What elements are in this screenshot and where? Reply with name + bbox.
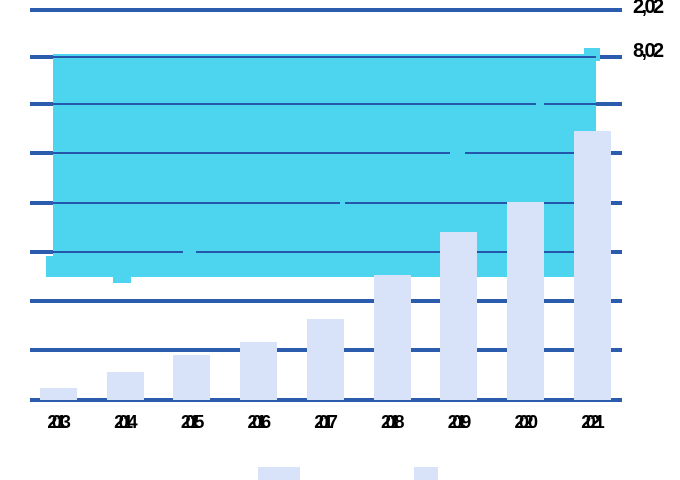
gridline-gap (183, 250, 196, 254)
gridline (30, 299, 622, 303)
bar-2019 (440, 232, 478, 401)
legend-swatch-fragment (414, 467, 438, 480)
legend-swatch-fragment (258, 467, 300, 480)
gridline-gap (450, 151, 465, 155)
cyan-fragment (584, 48, 600, 61)
x-tick-label-2016: 2016 (247, 412, 272, 432)
bar-2013 (39, 388, 77, 401)
data-label-cyan-top: 8,02 (633, 43, 664, 60)
bar-2014 (106, 372, 144, 401)
x-tick-label-2019: 2019 (447, 412, 472, 432)
bar-2021 (573, 130, 611, 401)
gridline (30, 8, 622, 12)
cyan-gridline (53, 202, 596, 204)
x-tick-label-2021: 2021 (581, 412, 605, 432)
bar-2020 (507, 201, 544, 401)
bar-2018 (373, 275, 411, 401)
x-tick-label-2017: 2017 (314, 412, 338, 432)
bar-2017 (306, 319, 344, 401)
x-tick-label-2013: 2013 (47, 412, 71, 432)
x-tick-label-2020: 2020 (514, 412, 538, 432)
cyan-gridline (53, 56, 596, 58)
bar-2015 (173, 355, 211, 401)
cyan-gridline (53, 103, 596, 105)
cyan-fragment (46, 256, 53, 277)
cyan-gridline (53, 251, 596, 253)
gridline-gap (340, 200, 345, 205)
cyan-gridline (53, 152, 596, 154)
gridline-gap (536, 102, 544, 106)
bar-2016 (240, 342, 278, 401)
x-tick-label-2015: 2015 (180, 412, 205, 432)
cyan-band-block (53, 54, 596, 278)
x-tick-label-2018: 2018 (381, 412, 405, 432)
cyan-fragment (113, 277, 131, 283)
x-tick-label-2014: 2014 (114, 412, 138, 432)
data-label-top: 2,02 (633, 0, 664, 16)
